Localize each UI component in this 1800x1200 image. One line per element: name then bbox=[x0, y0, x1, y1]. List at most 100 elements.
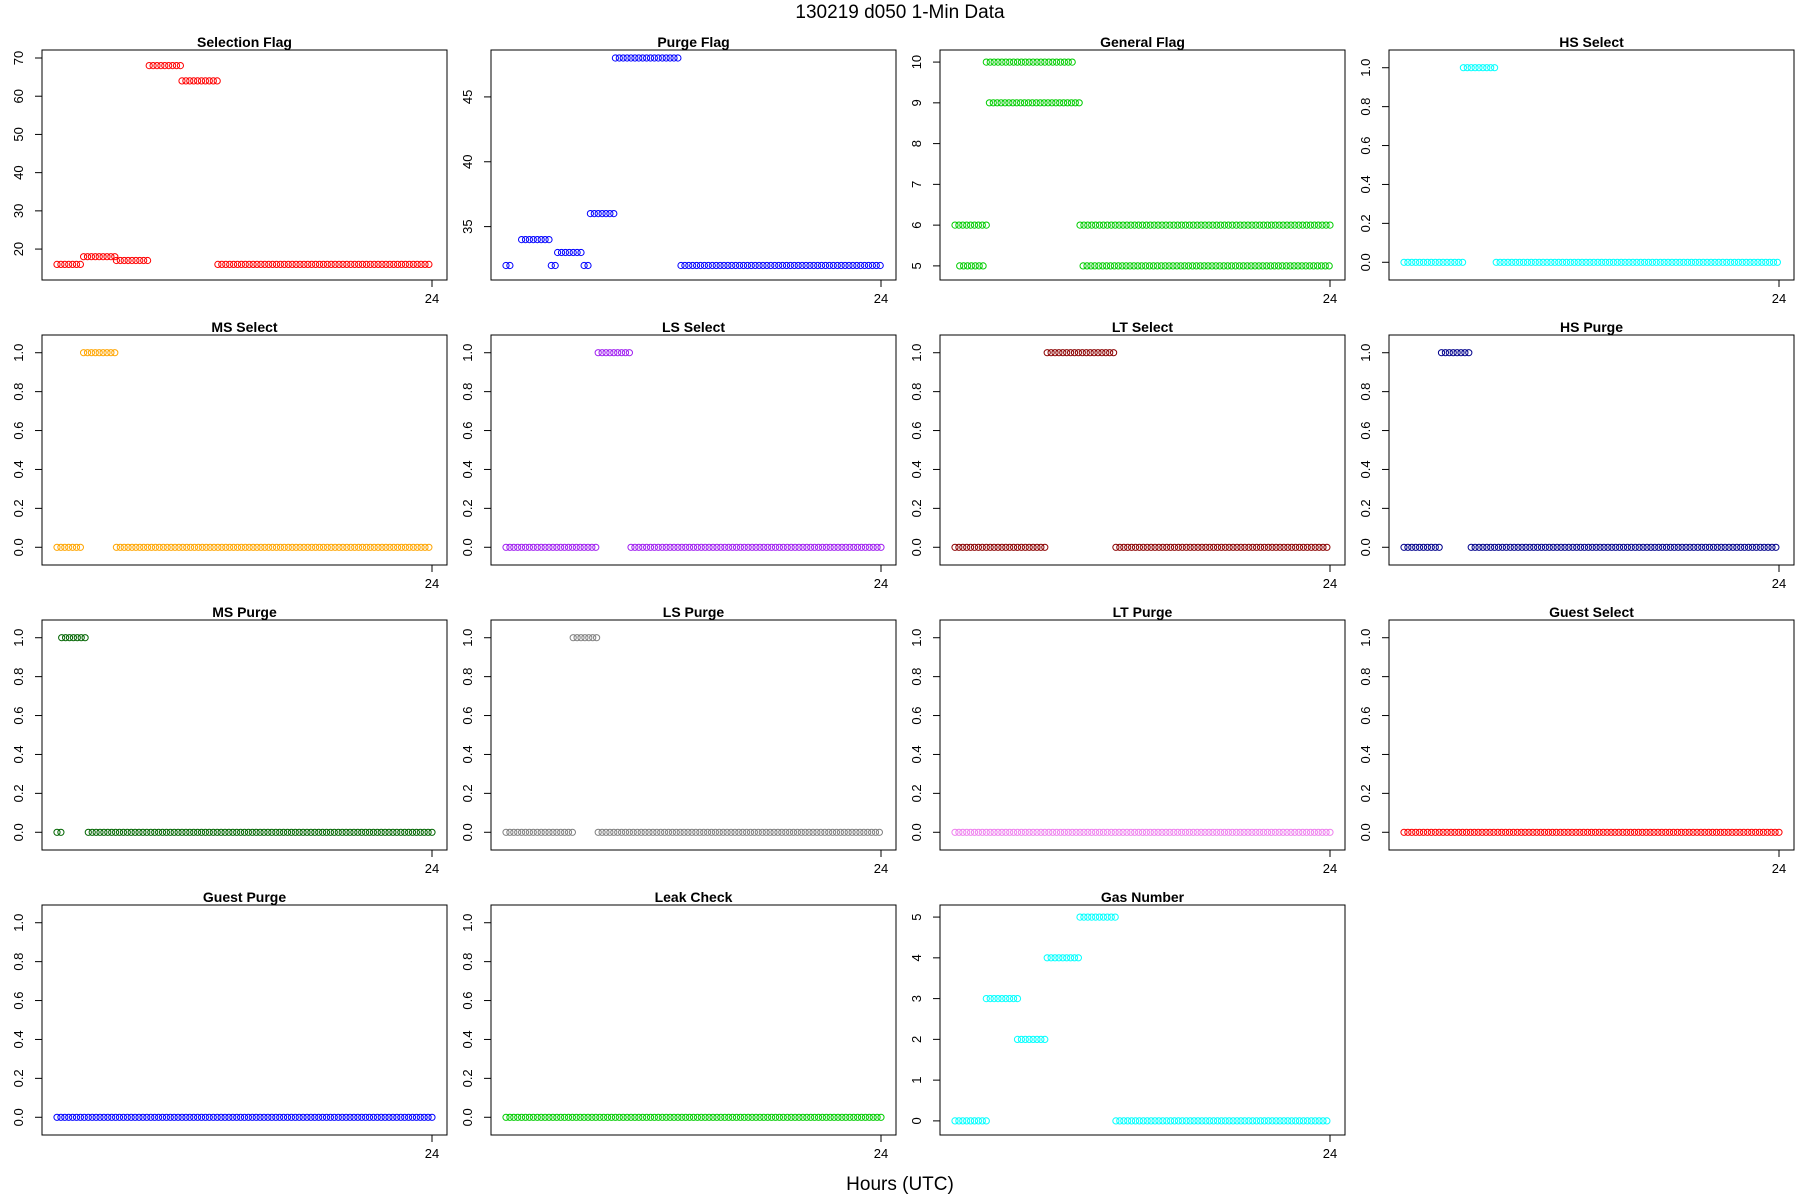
data-point bbox=[611, 54, 620, 62]
data-point bbox=[868, 828, 876, 836]
data-point bbox=[1174, 1117, 1183, 1125]
data-point bbox=[128, 543, 136, 551]
plot-frame bbox=[41, 334, 448, 566]
data-point bbox=[1325, 262, 1333, 270]
data-point bbox=[791, 1113, 799, 1121]
plot-frame bbox=[939, 619, 1346, 851]
data-point bbox=[635, 54, 643, 62]
data-point bbox=[615, 54, 623, 62]
y-tick-label: 0.0 bbox=[460, 1108, 475, 1126]
plot-frame bbox=[490, 49, 897, 281]
data-point bbox=[1709, 543, 1718, 551]
y-tick-label: 1.0 bbox=[460, 344, 475, 362]
data-point bbox=[366, 543, 374, 551]
data-point bbox=[1060, 828, 1069, 836]
data-point bbox=[1584, 543, 1593, 551]
data-point bbox=[967, 543, 975, 551]
data-point bbox=[413, 260, 421, 268]
data-point bbox=[72, 1113, 81, 1121]
data-point bbox=[771, 261, 779, 270]
data-point bbox=[982, 543, 990, 551]
data-point bbox=[1427, 543, 1435, 551]
data-point bbox=[1161, 262, 1169, 270]
data-point bbox=[1260, 221, 1268, 229]
data-point bbox=[139, 828, 147, 836]
data-point bbox=[342, 828, 350, 836]
data-point bbox=[643, 54, 651, 62]
data-point bbox=[1025, 58, 1033, 66]
data-point bbox=[265, 260, 273, 268]
y-tick-label: 0.8 bbox=[460, 668, 475, 686]
data-point bbox=[1010, 58, 1018, 66]
data-point bbox=[308, 260, 316, 268]
x-tick-label: 24 bbox=[874, 291, 888, 306]
data-point bbox=[1707, 258, 1715, 266]
data-point bbox=[829, 828, 837, 836]
data-point bbox=[202, 543, 210, 551]
data-point bbox=[518, 236, 526, 244]
data-point bbox=[1232, 828, 1240, 836]
data-point bbox=[358, 1113, 366, 1121]
data-point bbox=[69, 543, 77, 551]
data-point bbox=[1021, 1035, 1029, 1044]
data-point bbox=[840, 828, 848, 836]
data-point bbox=[172, 62, 181, 70]
data-point bbox=[1408, 258, 1416, 266]
data-point bbox=[696, 261, 705, 270]
panel-title: LS Select bbox=[662, 319, 725, 335]
data-point bbox=[1029, 543, 1037, 551]
data-point bbox=[625, 828, 634, 836]
data-point bbox=[158, 1113, 167, 1121]
data-point bbox=[1106, 349, 1114, 357]
data-point bbox=[720, 261, 728, 270]
data-point bbox=[1092, 913, 1100, 921]
data-point bbox=[1202, 1117, 1210, 1125]
data-point bbox=[514, 828, 522, 836]
data-point bbox=[561, 248, 570, 257]
x-tick-label: 24 bbox=[1772, 291, 1786, 306]
data-point bbox=[1725, 543, 1733, 551]
data-point bbox=[350, 828, 358, 836]
data-point bbox=[304, 260, 312, 268]
data-point bbox=[65, 543, 73, 551]
data-point bbox=[120, 543, 128, 551]
data-point bbox=[529, 236, 537, 244]
data-point bbox=[818, 1113, 827, 1121]
y-tick-label: 0.4 bbox=[1358, 460, 1373, 478]
data-point bbox=[1600, 543, 1608, 551]
panel-title: Guest Select bbox=[1549, 604, 1634, 620]
data-point bbox=[978, 1117, 986, 1125]
data-point bbox=[1086, 349, 1094, 357]
data-point bbox=[57, 543, 65, 551]
data-point bbox=[1025, 828, 1033, 836]
data-point bbox=[268, 1113, 276, 1121]
data-point bbox=[1150, 221, 1158, 229]
data-point bbox=[1748, 828, 1756, 836]
data-point bbox=[521, 828, 530, 836]
y-tick-label: 0.8 bbox=[909, 668, 924, 686]
data-point bbox=[664, 828, 673, 836]
data-point bbox=[779, 261, 787, 270]
data-point bbox=[618, 349, 626, 357]
data-point bbox=[1244, 828, 1252, 836]
data-point bbox=[1313, 262, 1322, 270]
data-point bbox=[347, 543, 355, 551]
data-point bbox=[606, 828, 614, 836]
data-point bbox=[743, 261, 752, 270]
data-point bbox=[209, 828, 217, 836]
data-point bbox=[693, 261, 701, 270]
data-point bbox=[1146, 221, 1154, 229]
data-point bbox=[747, 261, 755, 270]
data-point bbox=[871, 828, 880, 836]
data-point bbox=[1099, 828, 1108, 836]
data-point bbox=[205, 1113, 213, 1121]
data-point bbox=[95, 253, 103, 261]
data-point bbox=[1509, 828, 1518, 836]
data-point bbox=[62, 634, 70, 642]
data-point bbox=[762, 828, 770, 836]
data-point bbox=[803, 543, 811, 551]
data-point bbox=[174, 828, 182, 836]
data-point bbox=[112, 1113, 120, 1121]
data-point bbox=[1213, 1117, 1222, 1125]
data-point bbox=[272, 543, 281, 551]
